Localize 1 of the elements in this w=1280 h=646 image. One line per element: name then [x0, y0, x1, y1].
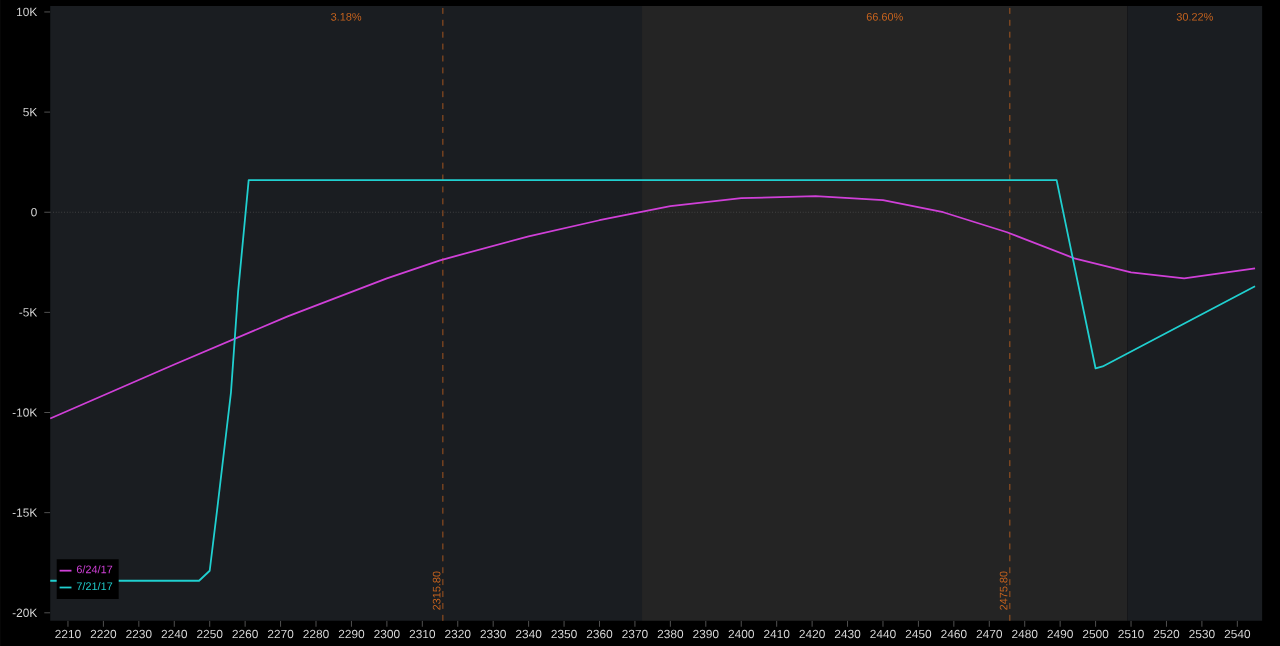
line-series [49, 195, 1256, 420]
